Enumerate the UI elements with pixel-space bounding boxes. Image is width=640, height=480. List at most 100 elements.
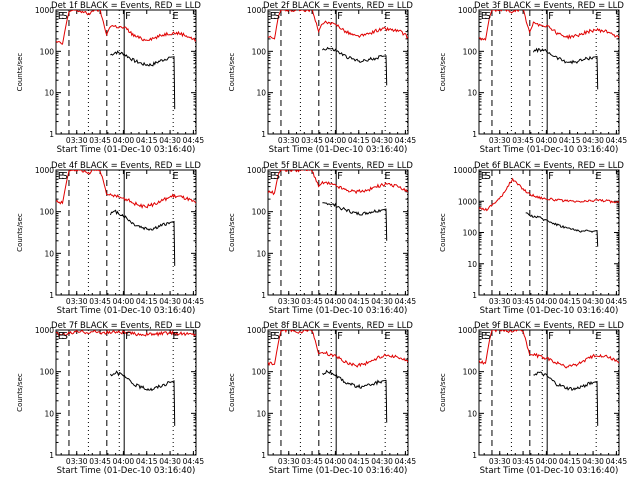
y-tick-label: 1000 [247,326,266,335]
x-tick-label: 04:30 [159,136,181,145]
y-axis-label: Counts/sec [439,213,447,252]
panel-title: Det 6f BLACK = Events, RED = LLD [474,161,624,171]
marker-letter: E [384,331,390,342]
y-tick-label: 100 [252,208,267,217]
y-tick-label: 1000 [247,166,266,175]
y-axis-label: Counts/sec [16,213,24,252]
y-tick-label: 1 [261,130,266,139]
marker-letter: E [270,11,276,22]
x-tick-label: 04:00 [113,457,135,466]
y-tick-label: 10 [256,409,266,418]
y-axis-label: Counts/sec [228,373,236,412]
panel-det-1: Det 1f BLACK = Events, RED = LLD 1 10 100 10… [16,1,204,155]
y-axis-label: Counts/sec [228,213,236,252]
plot-area [479,330,619,455]
series-line-events [109,209,176,266]
y-tick-label: 1000 [458,6,477,15]
plot-frame [55,9,197,135]
series-line-events [533,371,599,426]
marker-letter: F [548,11,554,22]
series-line-events [532,47,599,90]
marker-letter: S [485,171,491,182]
series-line-events [322,202,388,241]
plot-area [479,170,619,295]
y-tick-label: 10 [44,409,54,418]
marker-letter: E [172,11,178,22]
x-axis-label: Start Time (01-Dec-10 03:16:40) [480,466,619,476]
x-tick-label: 04:15 [348,136,370,145]
x-tick-label: 04:30 [371,457,393,466]
y-tick-label: 1000 [35,6,54,15]
x-tick-label: 03:45 [301,297,323,306]
x-tick-label: 04:00 [536,457,558,466]
y-tick-label: 100 [40,47,55,56]
x-axis-label: Start Time (01-Dec-10 03:16:40) [269,145,408,155]
marker-letter: F [337,11,343,22]
x-tick-label: 04:30 [582,457,604,466]
x-tick-label: 04:00 [113,297,135,306]
x-tick-label: 03:45 [512,297,534,306]
x-axis-label: Start Time (01-Dec-10 03:16:40) [57,466,196,476]
plot-area [56,170,196,295]
x-tick-label: 03:30 [66,457,88,466]
x-axis-label: Start Time (01-Dec-10 03:16:40) [269,466,408,476]
marker-letter: F [125,171,131,182]
panel-title: Det 7f BLACK = Events, RED = LLD [51,321,201,331]
y-tick-label: 1 [472,291,477,300]
panel-det-6: Det 6f BLACK = Events, RED = LLD 1 10 100 10… [439,161,627,316]
x-tick-label: 04:30 [371,136,393,145]
plot-area [268,10,408,134]
x-tick-label: 04:30 [159,457,181,466]
panel-title: Det 3f BLACK = Events, RED = LLD [474,1,624,11]
plot-frame [478,329,620,456]
y-tick-label: 1000 [247,6,266,15]
x-tick-label: 03:45 [512,457,534,466]
marker-letter: E [384,171,390,182]
x-tick-label: 04:15 [559,297,581,306]
y-tick-label: 10 [256,249,266,258]
marker-letter: E [58,331,64,342]
y-tick-label: 1000 [458,326,477,335]
y-tick-label: 100 [252,368,267,377]
x-tick-label: 03:30 [489,297,511,306]
panel-det-7: Det 7f BLACK = Events, RED = LLD 1 10 100 10… [16,321,204,476]
x-tick-label: 04:15 [559,457,581,466]
series-line-lld [479,177,619,212]
x-tick-label: 04:45 [606,297,628,306]
marker-letter: F [125,331,131,342]
y-tick-label: 1 [472,130,477,139]
marker-letter: E [481,331,487,342]
x-tick-label: 04:45 [183,136,205,145]
x-tick-label: 04:45 [606,457,628,466]
panel-title: Det 1f BLACK = Events, RED = LLD [51,1,201,11]
marker-letter: F [337,171,343,182]
plot-frame [55,169,197,296]
x-tick-label: 03:45 [512,136,534,145]
panel-title: Det 4f BLACK = Events, RED = LLD [51,161,201,171]
series-line-events [525,212,599,247]
x-axis-label: Start Time (01-Dec-10 03:16:40) [57,145,196,155]
x-tick-label: 04:45 [183,297,205,306]
marker-letter: E [595,11,601,22]
x-tick-label: 04:45 [606,136,628,145]
plot-area [268,330,408,455]
panel-det-3: Det 3f BLACK = Events, RED = LLD 1 10 100 10… [439,1,627,155]
x-tick-label: 03:30 [66,297,88,306]
x-tick-label: 03:30 [489,136,511,145]
y-tick-label: 10000 [453,166,477,175]
x-tick-label: 03:45 [89,297,111,306]
y-axis-label: Counts/sec [439,53,447,92]
x-tick-label: 04:00 [536,136,558,145]
x-tick-label: 04:15 [348,457,370,466]
marker-letter: S [485,331,491,342]
x-tick-label: 04:00 [113,136,135,145]
x-tick-label: 04:45 [395,136,417,145]
x-tick-label: 04:15 [136,457,158,466]
x-tick-label: 03:30 [278,457,300,466]
y-tick-label: 10 [467,409,477,418]
x-tick-label: 04:45 [183,457,205,466]
marker-letter: F [337,331,343,342]
y-tick-label: 1 [261,291,266,300]
x-tick-label: 04:00 [536,297,558,306]
